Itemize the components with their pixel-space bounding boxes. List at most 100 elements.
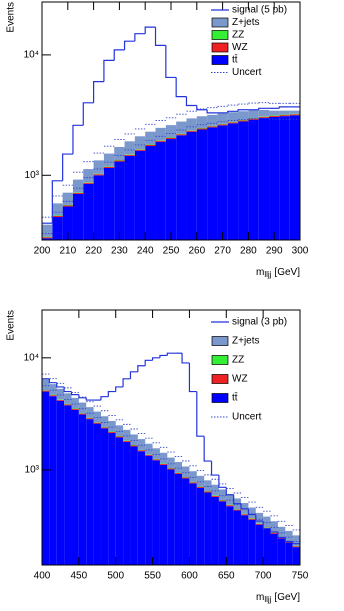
bar [108,420,116,432]
bar [100,416,109,427]
signal-step [72,124,84,155]
bar [182,478,190,565]
bar [52,215,63,216]
bar [123,429,131,441]
signal-step [70,391,79,396]
signal-step [78,394,87,399]
legend-swatch [211,55,229,65]
bar [174,474,183,565]
bar [269,116,280,240]
y-tick-label: 10³ [25,465,40,476]
signal-step [122,378,131,387]
legend-swatch [211,393,229,403]
x-axis-label: mlljj [GeV] [256,592,300,604]
signal-step [144,26,156,34]
bar [285,541,293,543]
x-tick-label: 290 [266,246,283,257]
uncertainty-band [42,373,50,387]
x-tick-label: 270 [214,246,231,257]
signal-step [93,80,104,103]
bar [186,118,197,131]
bar [269,115,280,117]
legend-swatch [211,42,229,53]
signal-step [269,528,278,533]
signal-step [255,514,264,522]
uncertainty-band [211,478,219,492]
bar [62,205,73,207]
bar [226,494,234,505]
bar [233,509,242,511]
bar [196,129,208,240]
bar [211,484,219,496]
bar [279,116,290,240]
uncertainty-band [241,497,249,510]
bar [93,174,104,176]
bar [42,237,53,239]
uncertainty-band [182,460,190,474]
signal-step [103,59,115,82]
uncertainty-band [86,401,94,414]
bar [269,110,280,116]
bar [114,160,125,162]
bar [134,149,146,151]
bar [64,404,72,406]
bar [255,524,264,565]
uncertainty-band [167,451,175,465]
signal-step [218,475,227,488]
bar [270,533,278,565]
signal-step [63,386,72,393]
bar [159,463,168,465]
bar [238,119,249,121]
bar [186,131,197,240]
bar [189,482,197,484]
legend-label: signal (3 pb) [232,317,287,328]
bar [196,487,205,489]
bar [108,431,116,433]
bar [155,140,166,142]
signal-step [210,461,219,476]
bar [134,149,146,150]
bar [159,452,168,464]
bar [258,109,270,117]
bar [49,395,57,397]
bar [165,137,177,139]
legend-label: WZ [232,42,248,53]
bar [103,153,115,167]
bar [115,437,124,565]
uncertainty-band [115,419,124,433]
bar [204,491,212,493]
bar [86,418,94,420]
bar [270,521,278,533]
bar [289,110,300,114]
bar [167,468,175,470]
bar [227,121,239,123]
signal-step [277,531,286,539]
bar [64,393,72,404]
bar [134,150,146,240]
bar [83,182,94,184]
bar [289,113,300,115]
bar [124,154,135,156]
signal-step [100,396,109,401]
bar [217,113,228,124]
signal-step [166,352,175,356]
uncertainty-band [93,405,101,419]
bar [176,121,187,134]
bar [145,455,153,565]
bar [186,130,197,132]
bar [145,443,153,455]
bar [196,128,208,130]
bar [100,427,109,429]
bar [218,501,227,565]
x-tick-label: 280 [240,246,257,257]
uncertainty-band [248,501,256,515]
bar [285,542,293,565]
signal-step [107,390,116,397]
signal-step [225,487,234,496]
bar [165,139,177,240]
x-tick-label: 250 [163,246,180,257]
signal-step [144,359,153,366]
uncertainty-band [174,456,183,469]
uncertainty-band [130,428,138,442]
bar [42,379,50,391]
